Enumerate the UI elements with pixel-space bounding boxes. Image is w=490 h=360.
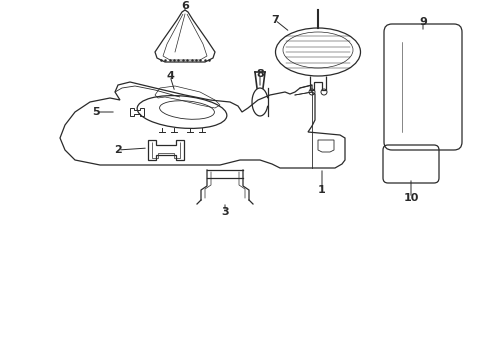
Text: 7: 7: [271, 15, 279, 25]
Text: 1: 1: [318, 185, 326, 195]
Text: 6: 6: [181, 1, 189, 11]
Text: 4: 4: [166, 71, 174, 81]
Text: 2: 2: [114, 145, 122, 155]
Text: 3: 3: [221, 207, 229, 217]
Text: 9: 9: [419, 17, 427, 27]
Text: 5: 5: [92, 107, 100, 117]
Text: 10: 10: [403, 193, 418, 203]
Text: 8: 8: [256, 69, 264, 79]
